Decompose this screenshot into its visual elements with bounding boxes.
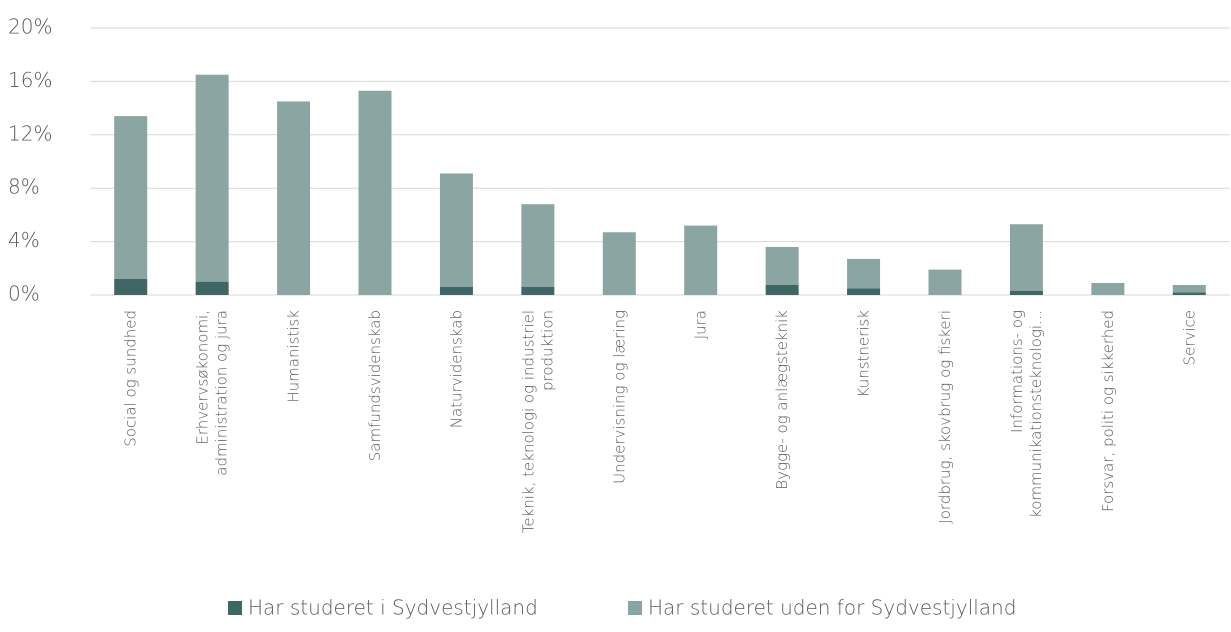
x-tick-label: Teknik, teknologi og industrielproduktio… xyxy=(519,310,556,533)
bar-segment xyxy=(439,286,473,295)
y-tick-label: 16% xyxy=(8,68,52,92)
x-tick-label: Service xyxy=(1180,310,1198,365)
x-tick-label: Social og sundhed xyxy=(122,310,140,447)
bar-segment xyxy=(847,258,881,289)
bar-segment xyxy=(114,278,148,295)
bar-segment xyxy=(1009,290,1043,295)
x-tick-label: Bygge- og anlægsteknik xyxy=(773,310,791,490)
y-tick-label: 12% xyxy=(8,121,52,145)
legend-label: Har studeret i Sydvestjylland xyxy=(248,596,538,620)
bar-segment xyxy=(358,90,392,296)
bar-segment xyxy=(195,281,229,295)
bar-segment xyxy=(1172,284,1206,293)
x-tick-label: Jura xyxy=(692,310,710,339)
x-tick-label: Kunstnerisk xyxy=(855,310,873,398)
x-tick-label: Forsvar, politi og sikkerhed xyxy=(1099,310,1117,512)
bar-segment xyxy=(1172,292,1206,295)
bar-segment xyxy=(521,286,555,295)
bar-segment xyxy=(684,225,718,295)
bar-segment xyxy=(765,246,799,285)
bar-segment xyxy=(277,101,311,295)
y-tick-label: 20% xyxy=(8,15,52,39)
x-tick-label: Erhvervsøkonomi,administration og jura xyxy=(194,310,231,476)
bar-segment xyxy=(1091,282,1125,295)
bar-segment xyxy=(521,204,555,287)
legend-swatch xyxy=(628,601,642,615)
bar-segment xyxy=(114,116,148,279)
legend-swatch xyxy=(228,601,242,615)
x-tick-label: Informations- ogkommunikationsteknologi… xyxy=(1008,310,1045,518)
x-tick-label: Jordbrug, skovbrug og fiskeri xyxy=(936,310,954,524)
bar-segment xyxy=(1009,224,1043,291)
y-tick-label: 4% xyxy=(8,228,40,252)
y-tick-label: 0% xyxy=(8,282,40,306)
bar-segment xyxy=(439,173,473,287)
x-tick-label: Undervisning og læring xyxy=(610,310,628,484)
bar-segment xyxy=(602,232,636,295)
x-tick-label: Humanistisk xyxy=(285,310,303,403)
x-tick-label: Naturvidenskab xyxy=(447,310,465,428)
bar-segment xyxy=(765,284,799,295)
legend-label: Har studeret uden for Sydvestjylland xyxy=(648,596,1016,620)
bar-segment xyxy=(195,74,229,282)
bar-segment xyxy=(847,288,881,295)
x-tick-label: Samfundsvidenskab xyxy=(366,310,384,461)
bar-segment xyxy=(928,269,962,295)
y-tick-label: 8% xyxy=(8,175,40,199)
